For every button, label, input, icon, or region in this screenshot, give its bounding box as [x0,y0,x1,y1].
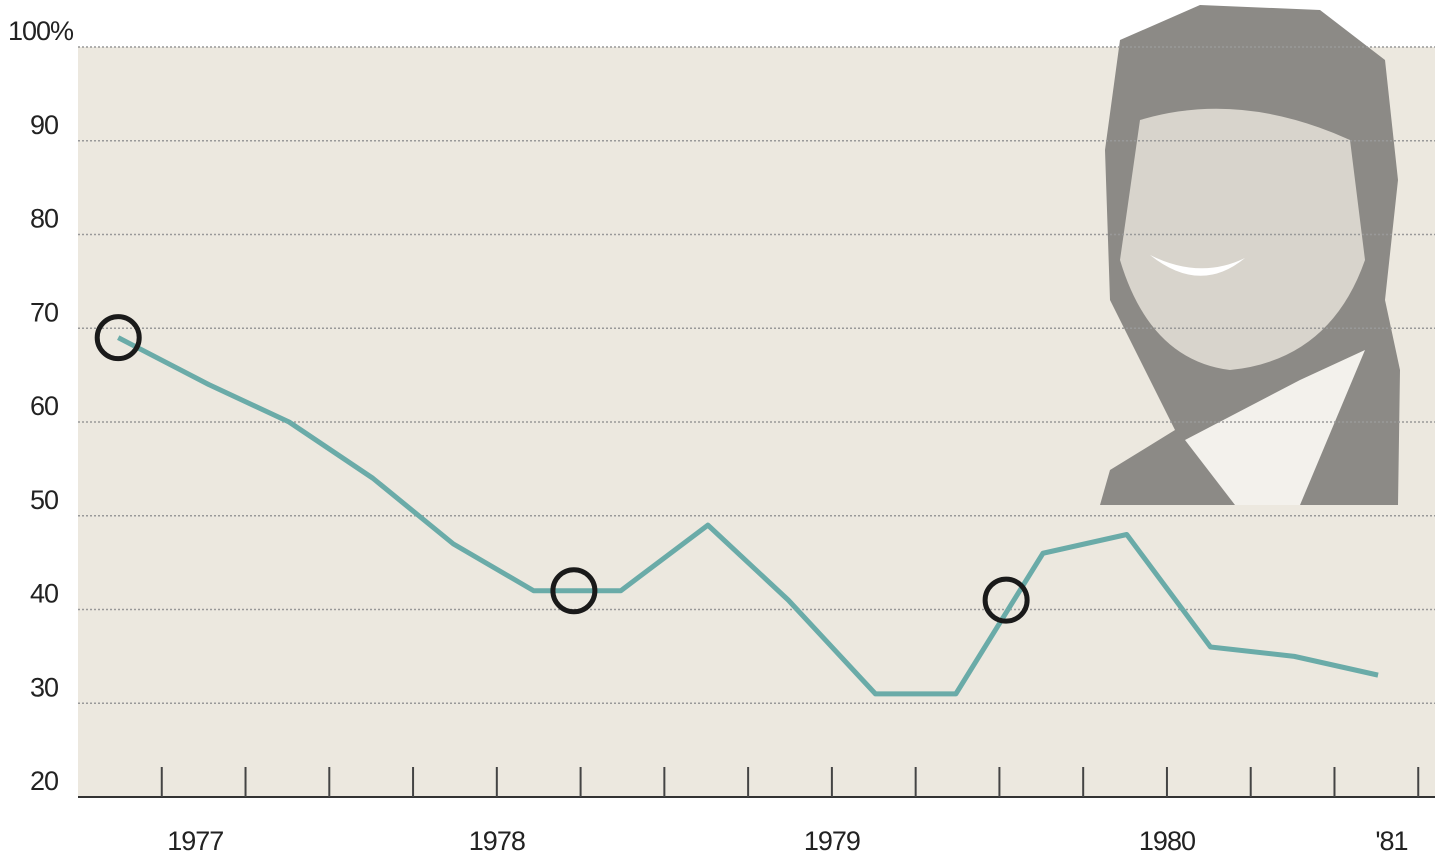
x-tick-label: 1977 [167,826,223,856]
highlight-circle [550,567,598,615]
x-tick-label: '81 [1375,826,1407,856]
y-tick-label: 70 [30,297,58,327]
y-tick-label: 90 [30,110,58,140]
highlight-circle [982,576,1030,624]
highlight-circle [94,314,142,362]
y-tick-label: 80 [30,204,58,234]
y-tick-label: 30 [30,672,58,702]
portrait [1100,5,1400,505]
y-tick-label: 100% [8,16,74,46]
y-tick-label: 20 [30,766,58,796]
line-series [117,335,1379,697]
x-tick-label: 1978 [469,826,525,856]
x-tick-label: 1979 [804,826,860,856]
y-tick-label: 60 [30,391,58,421]
y-tick-label: 50 [30,485,58,515]
y-tick-label: 40 [30,579,58,609]
x-tick-label: 1980 [1139,826,1195,856]
